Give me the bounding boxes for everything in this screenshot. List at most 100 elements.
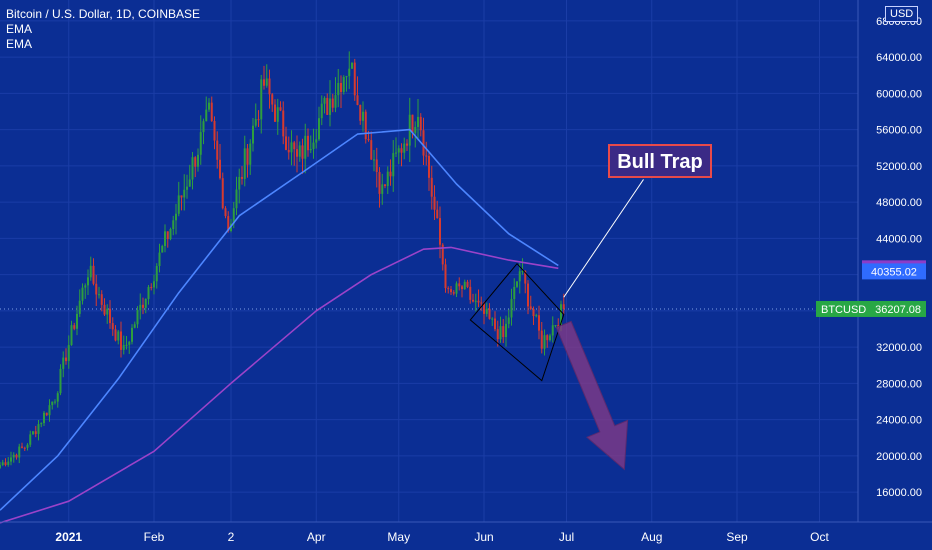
candle-body <box>527 283 529 307</box>
candle-body <box>466 281 469 287</box>
candle-body <box>56 393 59 402</box>
candle-body <box>246 148 249 165</box>
candle-body <box>430 177 433 197</box>
ema-slow-series <box>0 246 559 524</box>
candle-body <box>463 281 466 290</box>
candle-body <box>551 325 554 336</box>
ema-legend-2[interactable]: EMA <box>6 37 33 51</box>
candle-body <box>441 244 444 265</box>
y-tick-label: 48000.00 <box>876 197 922 209</box>
candle-body <box>326 97 329 115</box>
candle-body <box>452 292 455 294</box>
candle-body <box>199 132 202 155</box>
candle-body <box>202 121 205 133</box>
candle-body <box>147 286 150 299</box>
y-tick-label: 64000.00 <box>876 52 922 64</box>
candle-body <box>169 229 172 240</box>
candle-body <box>353 62 356 96</box>
ema-fast-line <box>0 128 559 511</box>
candle-body <box>260 79 263 120</box>
candle-body <box>4 462 7 465</box>
candle-body <box>197 154 199 167</box>
candle-body <box>21 446 23 448</box>
candle-body <box>153 281 155 288</box>
candle-body <box>32 431 34 435</box>
candle-body <box>524 270 527 284</box>
y-tick-label: 32000.00 <box>876 342 922 354</box>
candle-body <box>0 465 1 469</box>
candle-body <box>155 265 158 282</box>
candle-body <box>543 335 546 349</box>
candle-body <box>194 157 197 167</box>
time-axis[interactable]: 2021 Feb 2 Apr May Jun Jul Aug Sep Oct <box>0 521 932 544</box>
candle-body <box>425 155 428 157</box>
forecast-layer <box>555 320 629 471</box>
candle-body <box>364 111 367 140</box>
candle-body <box>557 325 560 327</box>
candle-body <box>488 308 491 319</box>
candle-body <box>67 345 70 362</box>
last-price-tag <box>816 300 926 317</box>
candle-body <box>210 102 213 122</box>
candle-body <box>43 412 45 424</box>
candle-body <box>232 208 235 224</box>
candle-body <box>89 265 92 278</box>
candle-body <box>10 457 12 462</box>
x-tick-label: Oct <box>810 530 829 544</box>
candle-body <box>29 434 32 445</box>
candle-body <box>59 368 62 394</box>
candle-body <box>142 304 144 308</box>
candle-body <box>461 286 463 290</box>
candle-body <box>469 286 472 300</box>
candle-body <box>48 405 51 416</box>
candle-body <box>340 83 342 93</box>
forecast-arrow <box>555 320 629 471</box>
candle-body <box>474 300 477 302</box>
y-tick-label: 20000.00 <box>876 451 922 463</box>
candle-body <box>417 116 419 127</box>
candle-body <box>414 126 417 133</box>
candle-body <box>263 79 265 86</box>
x-tick-label: 2021 <box>55 530 82 544</box>
candle-body <box>166 231 169 240</box>
candle-body <box>406 143 408 146</box>
bull-trap-label: Bull Trap <box>617 151 703 173</box>
candle-body <box>131 327 133 342</box>
candle-body <box>491 318 494 320</box>
candle-body <box>480 302 483 304</box>
candle-body <box>265 78 268 86</box>
candle-body <box>296 149 298 157</box>
candle-body <box>535 315 538 317</box>
candle-body <box>318 118 320 140</box>
ema-legend-1[interactable]: EMA <box>6 22 33 36</box>
candle-body <box>188 179 191 187</box>
pattern-outline <box>469 262 565 382</box>
candle-body <box>186 186 188 190</box>
ema-price-tag-label: 40355.02 <box>871 266 917 278</box>
candle-body <box>73 325 76 329</box>
candle-body <box>224 208 227 217</box>
candle-body <box>136 310 139 325</box>
candle-body <box>100 294 103 305</box>
candle-body <box>62 357 65 369</box>
currency-badge[interactable]: USD <box>885 6 919 22</box>
candle-body <box>444 264 447 289</box>
candle-body <box>293 142 296 150</box>
candle-body <box>304 135 307 159</box>
candle-body <box>337 83 340 96</box>
candle-body <box>221 178 224 209</box>
candle-body <box>312 142 315 150</box>
candle-body <box>254 119 257 126</box>
candle-body <box>12 454 15 458</box>
candle-body <box>109 308 111 324</box>
candle-body <box>348 68 351 77</box>
candle-body <box>81 287 84 301</box>
candle-body <box>125 344 128 346</box>
ema-slow-line <box>0 246 559 524</box>
x-tick-label: May <box>387 530 410 544</box>
symbol-title: Bitcoin / U.S. Dollar, 1D, COINBASE <box>6 7 201 21</box>
y-tick-label: 16000.00 <box>876 487 922 499</box>
candle-body <box>1 462 4 466</box>
candle-body <box>505 323 507 338</box>
